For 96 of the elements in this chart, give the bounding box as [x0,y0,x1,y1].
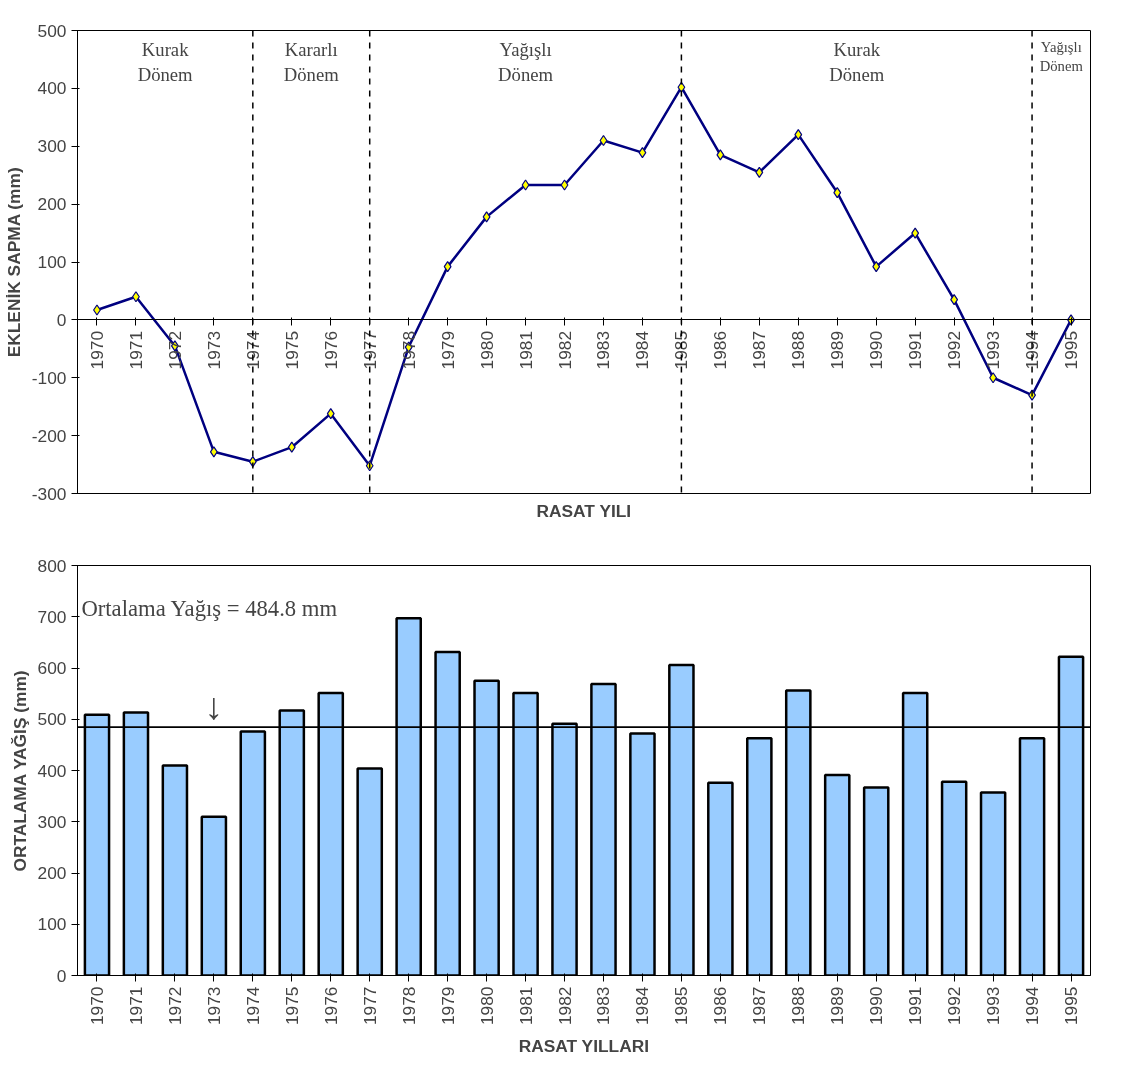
x-tick-label: 1994 [1022,986,1043,1026]
x-tick-label: 1973 [203,986,224,1026]
y-tick-label: 0 [56,965,67,986]
x-tick-label: 1980 [476,986,497,1026]
x-tick-label: 1981 [515,330,536,370]
point [911,227,920,239]
y-tick-label: 300 [37,136,67,157]
point [716,149,725,161]
x-tick-label: 1981 [515,986,536,1026]
y-tick-label: 500 [37,20,67,41]
x-tick-label: 1990 [866,330,887,370]
x-tick-label: 1992 [944,330,965,370]
y-tick-label: 500 [37,709,67,730]
x-axis-title: RASAT YILI [536,500,632,521]
y-tick-label: 600 [37,658,67,678]
x-tick-label: 1977 [359,986,380,1026]
x-tick-label: 1986 [710,986,731,1026]
y-tick-label: 700 [37,606,67,627]
x-tick-label: 1989 [827,986,848,1026]
x-tick-label: 1993 [983,330,1004,370]
x-tick-label: 1974 [242,330,263,370]
x-tick-label: 1983 [593,330,614,370]
x-tick-label: 1982 [554,986,575,1026]
x-tick-label: 1984 [632,330,653,370]
y-tick-label: 200 [37,863,67,883]
y-tick-label: 100 [37,914,67,935]
x-tick-label: 1983 [593,986,614,1026]
annotation: Yağışlı Dönem [498,38,554,85]
annotation: ↓ [204,685,224,728]
point [872,261,881,273]
y-axis-title: EKLENİK SAPMA (mm) [3,167,24,358]
x-tick-label: 1973 [203,330,224,370]
point [989,372,998,384]
x-tick-label: 1993 [983,986,1004,1026]
point [794,129,803,141]
point [209,446,218,458]
x-tick-label: 1971 [125,986,146,1026]
point [560,179,569,191]
x-tick-label: 1986 [710,330,731,370]
x-tick-label: 1988 [788,986,809,1026]
x-tick-label: 1975 [281,330,302,370]
point [950,294,959,306]
y-tick-label: 300 [37,811,67,832]
x-tick-label: 1970 [86,986,107,1026]
x-axis-title: RASAT YILLARI [518,1035,649,1056]
x-tick-label: 1990 [866,986,887,1026]
y-tick-label: -300 [31,483,67,504]
x-tick-label: 1985 [671,986,692,1026]
x-tick-label: 1979 [437,330,458,370]
x-tick-label: 1989 [827,330,848,370]
x-tick-label: 1978 [398,986,419,1026]
annotation: Ortalama Yağış = 484.8 mm [81,595,338,621]
x-tick-label: 1987 [749,330,770,370]
x-tick-label: 1979 [437,986,458,1026]
x-tick-label: 1987 [749,986,770,1026]
x-tick-label: 1972 [164,330,185,370]
y-tick-label: -200 [31,425,67,446]
y-tick-label: -100 [31,367,67,388]
y-tick-label: 100 [37,252,67,272]
x-tick-label: 1984 [632,986,653,1026]
x-tick-label: 1976 [320,330,341,370]
y-tick-label: 0 [56,309,67,330]
x-tick-label: 1971 [125,330,146,370]
point [326,408,335,420]
x-tick-label: 1972 [164,986,185,1026]
y-tick-label: 200 [37,194,67,215]
point [521,179,530,191]
x-tick-label: 1976 [320,986,341,1026]
x-tick-label: 1974 [242,986,263,1026]
x-tick-label: 1978 [398,330,419,370]
x-tick-label: 1992 [944,986,965,1026]
y-axis-title: ORTALAMA YAĞIŞ (mm) [9,670,30,872]
annotation: Yağışlı Dönem [1039,38,1084,74]
x-tick-label: 1977 [359,330,380,370]
x-tick-label: 1991 [905,330,926,370]
point [443,261,452,273]
x-tick-label: 1991 [905,986,926,1026]
annotation: Kurak Dönem [137,38,194,85]
annotation: Kararlı Dönem [283,38,340,85]
x-tick-label: 1985 [671,330,692,370]
x-tick-label: 1975 [281,986,302,1026]
annotation: Kurak Dönem [829,38,885,85]
point [638,147,647,159]
x-tick-label: 1995 [1061,986,1082,1026]
x-tick-label: 1995 [1061,330,1082,370]
x-tick-label: 1988 [788,330,809,370]
y-tick-label: 800 [37,555,67,576]
y-tick-label: 400 [37,78,67,99]
point [755,166,764,178]
x-tick-label: 1970 [86,330,107,370]
point [482,211,491,223]
point [287,441,296,453]
x-tick-label: 1982 [554,330,575,370]
x-tick-label: 1980 [476,330,497,370]
x-tick-label: 1994 [1022,330,1043,370]
y-tick-label: 400 [37,760,67,781]
